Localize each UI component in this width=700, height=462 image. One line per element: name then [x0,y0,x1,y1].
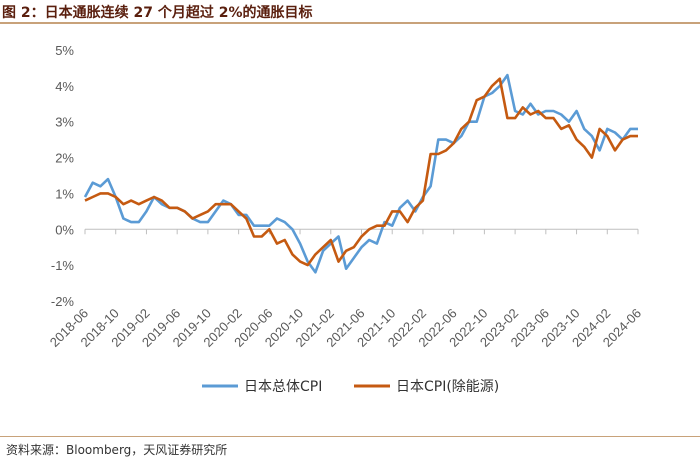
series-line-2 [84,77,638,267]
source-bar: 资料来源：Bloomberg，天风证券研究所 [0,436,700,462]
x-tick-labels: 2018-062018-102019-022019-062019-102020-… [47,306,644,350]
series-lines [83,73,638,274]
series-line-1 [83,73,638,274]
y-tick-label: -1% [51,258,75,273]
legend-label-1: 日本总体CPI [244,379,322,395]
y-tick-label: 2% [55,151,74,166]
chart-title: 图 2：日本通胀连续 27 个月超过 2%的通胀目标 [2,5,313,21]
title-bar: 图 2：日本通胀连续 27 个月超过 2%的通胀目标 [0,0,700,24]
x-axis [84,228,639,235]
y-tick-label: 4% [55,79,74,94]
y-tick-label: 3% [55,115,74,130]
y-tick-label: 1% [55,186,74,201]
y-tick-label: 5% [55,43,74,58]
legend-label-2: 日本CPI(除能源) [396,379,499,395]
y-tick-label: -2% [51,294,75,309]
line-chart: -2% -1% 0% 1% 2% 3% 4% 5% 2018-062018-102019-02… [47,43,644,395]
source-note: 资料来源：Bloomberg，天风证券研究所 [6,443,228,457]
legend: 日本总体CPI 日本CPI(除能源) [202,379,499,395]
y-tick-label: 0% [55,222,74,237]
y-tick-labels: -2% -1% 0% 1% 2% 3% 4% 5% [51,43,75,309]
